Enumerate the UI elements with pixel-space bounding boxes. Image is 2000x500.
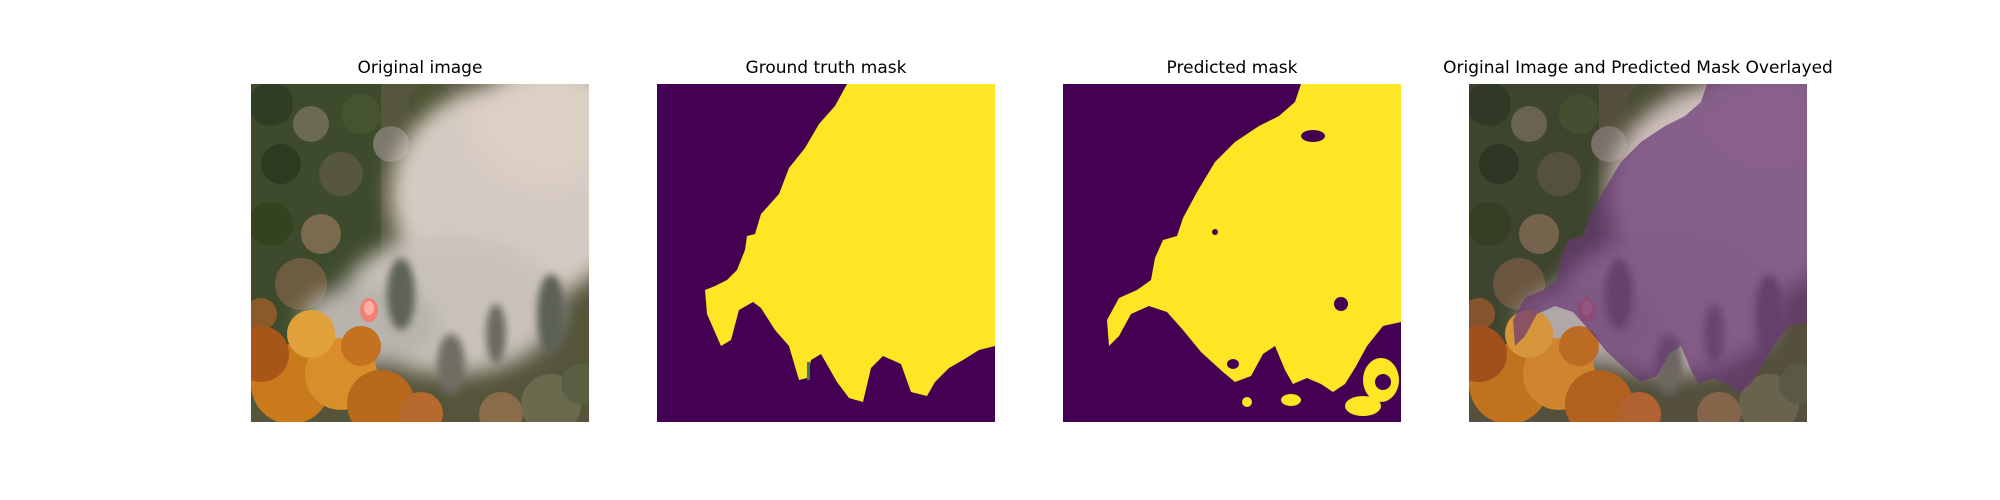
original-image [251, 84, 589, 422]
panel-predicted-mask: Predicted mask [1063, 0, 1401, 430]
ground-truth-mask-image [657, 84, 995, 422]
panel-title: Ground truth mask [745, 58, 907, 78]
panel-ground-truth-mask: Ground truth mask [657, 0, 995, 430]
overlay-image [1469, 84, 1807, 422]
panel-overlay: Original Image and Predicted Mask Overla… [1443, 0, 1833, 430]
panel-title: Predicted mask [1166, 58, 1298, 78]
panel-original-image: Original image [251, 0, 589, 430]
predicted-mask-image [1063, 84, 1401, 422]
panel-title: Original Image and Predicted Mask Overla… [1443, 58, 1833, 78]
panel-title: Original image [357, 58, 483, 78]
